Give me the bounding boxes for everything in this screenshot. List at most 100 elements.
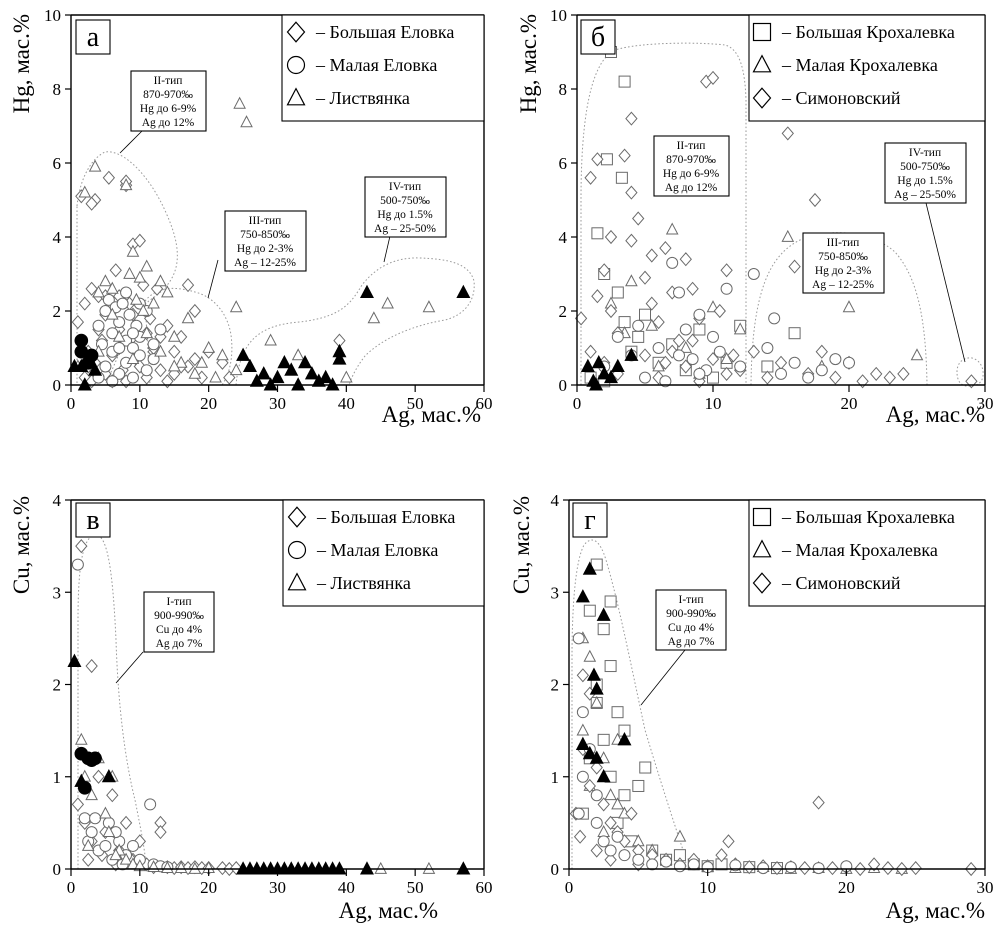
data-point-triangle xyxy=(381,296,394,309)
data-point-triangle xyxy=(229,363,243,376)
data-point-diamond xyxy=(591,152,604,167)
x-tick-label: 60 xyxy=(476,878,493,897)
data-point-triangle-filled xyxy=(596,607,611,621)
annotation-box xyxy=(224,210,307,272)
legend-label: – Листвянка xyxy=(316,573,411,593)
data-point-diamond xyxy=(625,185,638,200)
y-tick-label: 1 xyxy=(53,768,62,787)
data-point-circle xyxy=(679,323,692,336)
data-point-triangle xyxy=(367,311,381,324)
data-point-triangle xyxy=(583,649,597,662)
data-point-circle xyxy=(788,356,801,369)
data-point-circle xyxy=(775,367,787,380)
data-point-triangle-filled xyxy=(604,369,618,384)
annotation-text: II-тип xyxy=(154,75,183,87)
data-point-diamond xyxy=(812,795,825,810)
data-point-circle xyxy=(116,297,129,310)
data-point-triangle xyxy=(112,329,126,342)
data-point-diamond xyxy=(604,815,617,830)
data-point-triangle xyxy=(202,340,215,353)
data-point-triangle xyxy=(174,860,188,873)
data-point-triangle xyxy=(99,274,112,287)
data-point-circle xyxy=(144,798,157,811)
annotation-text: Hg до 2-3% xyxy=(237,243,294,255)
data-point-diamond xyxy=(106,788,119,803)
legend-label: – Листвянка xyxy=(315,88,410,108)
data-point-circle xyxy=(757,862,770,875)
y-tick-label: 6 xyxy=(53,154,62,173)
legend-marker-triangle xyxy=(752,539,772,558)
panel-a: 0 10 20 30 40 50 60 0 2 4 6 8 10 Ag, мас.% Hg, мас.%… xyxy=(9,6,493,427)
data-point-triangle-filled xyxy=(236,347,251,361)
data-point-diamond xyxy=(584,170,597,185)
data-point-triangle xyxy=(209,370,222,383)
data-point-circle xyxy=(666,256,679,269)
data-point-triangle xyxy=(85,788,98,801)
annotation-box xyxy=(653,135,730,197)
panel-v-ticks: 0 10 20 30 40 50 60 0 1 2 3 4 xyxy=(53,491,493,897)
annotation-text: 870-970‰ xyxy=(666,154,716,166)
annotation-text: Ag до 12% xyxy=(142,117,195,129)
data-point-diamond xyxy=(604,303,618,319)
data-point-triangle xyxy=(105,281,119,294)
data-point-triangle xyxy=(81,838,95,851)
annotation-leader xyxy=(383,235,391,263)
data-point-triangle-filled xyxy=(318,369,333,384)
data-point-diamond xyxy=(625,111,638,126)
annotation-text: Cu до 4% xyxy=(156,624,203,636)
x-tick-label: 10 xyxy=(705,394,722,413)
panel-a-legend-items: – Большая Еловка – Малая Еловка – Листвянк… xyxy=(286,21,454,108)
data-point-circle xyxy=(802,371,815,384)
annotation-text: 870-970‰ xyxy=(143,89,193,101)
annotation-text: Hg до 6-9% xyxy=(140,103,197,115)
data-point-circle xyxy=(815,364,828,377)
data-point-diamond xyxy=(826,860,839,876)
data-point-triangle xyxy=(119,852,133,865)
data-point-circle-filled xyxy=(84,348,99,363)
panel-a-x-axis-label: Ag, мас.% xyxy=(382,402,481,427)
data-point-triangle xyxy=(147,296,160,309)
y-tick-label: 1 xyxy=(551,768,560,787)
data-point-circle xyxy=(720,282,733,295)
data-point-circle xyxy=(113,367,126,380)
data-point-circle xyxy=(126,839,139,852)
annotation-box xyxy=(364,176,447,238)
data-point-diamond xyxy=(618,148,631,163)
data-point-circle xyxy=(659,375,672,388)
y-tick-label: 8 xyxy=(559,80,568,99)
data-point-square xyxy=(604,660,617,673)
data-point-circle xyxy=(140,364,153,377)
data-point-circle xyxy=(572,807,585,820)
data-point-triangle-filled xyxy=(242,358,257,373)
legend-label: – Большая Крохалевка xyxy=(781,507,955,527)
data-point-triangle xyxy=(161,285,174,298)
data-point-square xyxy=(615,171,628,184)
x-tick-label: 10 xyxy=(131,878,148,897)
y-tick-label: 4 xyxy=(559,228,568,247)
x-tick-label: 0 xyxy=(573,394,582,413)
panel-b: 0 10 20 30 0 2 4 6 8 10 Ag, мас.% Hg, мас.% б – Б… xyxy=(516,6,994,427)
panel-v-legend-box xyxy=(282,499,485,607)
data-point-square xyxy=(604,595,617,608)
data-point-triangle-filled xyxy=(291,377,306,391)
data-point-triangle-filled xyxy=(304,366,319,380)
data-point-triangle-filled xyxy=(298,355,313,369)
data-point-triangle xyxy=(140,259,154,272)
data-point-triangle xyxy=(154,274,167,287)
data-point-diamond xyxy=(720,366,733,381)
data-point-diamond xyxy=(75,539,88,554)
panel-g-regions xyxy=(571,539,687,870)
data-point-triangle-filled xyxy=(88,362,103,376)
data-point-triangle xyxy=(109,848,123,861)
legend-marker-square xyxy=(752,507,772,527)
region-type-1 xyxy=(571,539,687,870)
data-point-triangle xyxy=(136,303,150,316)
data-point-triangle-filled xyxy=(586,667,601,681)
panel-b-ticks: 0 10 20 30 0 2 4 6 8 10 xyxy=(550,6,994,413)
data-point-diamond xyxy=(133,834,146,849)
data-point-triangle xyxy=(422,300,436,313)
data-point-triangle xyxy=(645,318,659,331)
data-point-circle xyxy=(597,835,610,848)
annotation-box xyxy=(130,70,207,132)
data-point-diamond xyxy=(604,229,618,245)
